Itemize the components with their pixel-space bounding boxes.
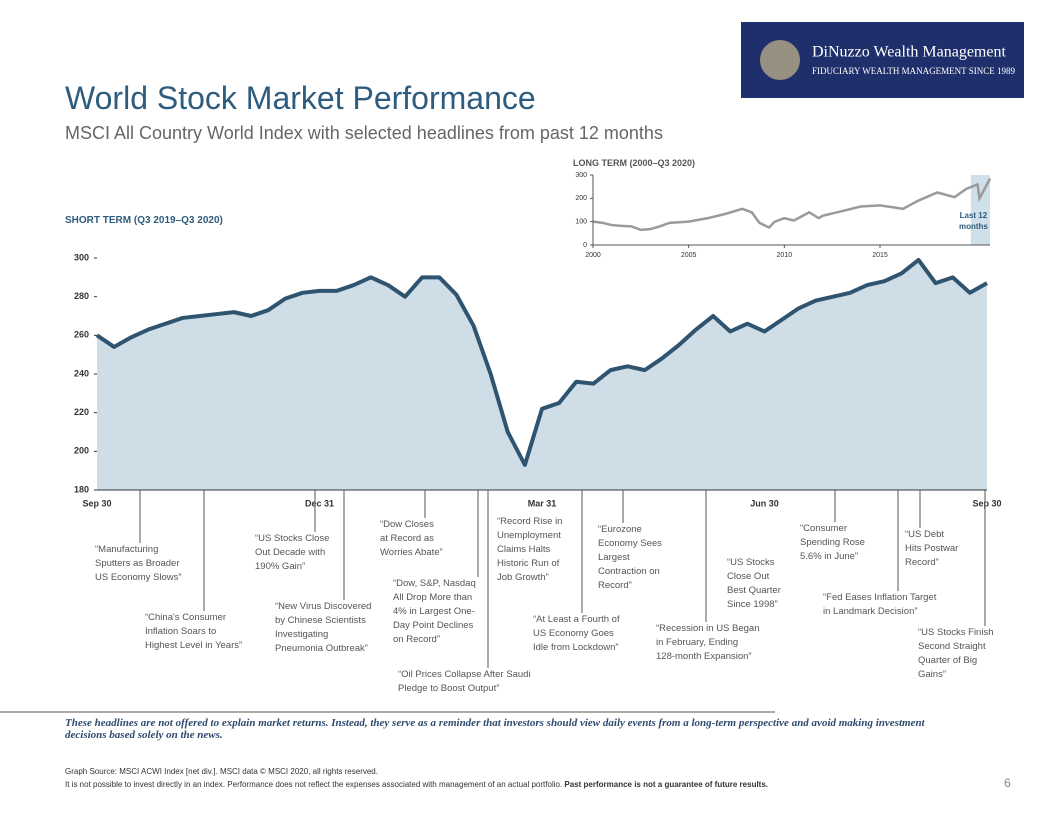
- page-number: 6: [1004, 776, 1011, 790]
- logo-tagline: FIDUCIARY WEALTH MANAGEMENT SINCE 1989: [812, 66, 1016, 76]
- headline: “US Stocks Close Out Decade with 190% Ga…: [255, 533, 330, 572]
- headline: “US Stocks Finish Second Straight Quarte…: [918, 627, 994, 680]
- y-tick-label: 220: [74, 407, 89, 417]
- headline: “At Least a Fourth of US Economy Goes Id…: [533, 614, 620, 653]
- index-line: [592, 177, 992, 232]
- area-fill: [97, 259, 987, 490]
- headline: “Recession in US Began in February, Endi…: [656, 623, 760, 662]
- headline: “New Virus Discovered by Chinese Scienti…: [275, 601, 372, 654]
- disclaimer: These headlines are not offered to expla…: [65, 717, 925, 741]
- headline: “Oil Prices Collapse After Saudi Pledge …: [398, 669, 531, 694]
- y-tick-label: 280: [74, 291, 89, 301]
- note-bold: Past performance is not a guarantee of f…: [564, 780, 769, 789]
- x-tick-label: Dec 31: [305, 498, 334, 508]
- headline: “Fed Eases Inflation Target in Landmark …: [823, 592, 937, 617]
- y-tick-label: 200: [74, 446, 89, 456]
- logo-name: DiNuzzo Wealth Management: [812, 44, 1006, 61]
- long-term-title: LONG TERM (2000–Q3 2020): [573, 158, 696, 168]
- headline: “Dow, S&P, Nasdaq All Drop More than 4% …: [393, 578, 476, 645]
- x-tick-label: Sep 30: [82, 498, 111, 508]
- y-tick-label: 180: [74, 484, 89, 494]
- note: It is not possible to invest directly in…: [65, 780, 563, 789]
- headline: “Consumer Spending Rose 5.6% in June”: [800, 523, 865, 562]
- headline: “Dow Closes at Record as Worries Abate”: [380, 519, 443, 558]
- y-tick-label: 240: [74, 368, 89, 378]
- x-tick-label: 2005: [681, 252, 697, 259]
- logo-globe: [760, 40, 800, 80]
- highlight-label: Last 12 months: [958, 211, 988, 231]
- headline: “Manufacturing Sputters as Broader US Ec…: [95, 544, 182, 583]
- y-tick-label: 260: [74, 330, 89, 340]
- headline: “Record Rise in Unemployment Claims Halt…: [497, 516, 563, 583]
- y-tick-label: 300: [74, 252, 89, 262]
- y-tick-label: 0: [583, 242, 587, 249]
- title: World Stock Market Performance: [65, 80, 536, 116]
- headline: “Eurozone Economy Sees Largest Contracti…: [598, 524, 662, 591]
- highlight-box: [970, 175, 990, 245]
- y-tick-label: 100: [575, 219, 587, 226]
- x-tick-label: 2000: [585, 252, 601, 259]
- x-tick-label: Mar 31: [528, 498, 557, 508]
- y-tick-label: 300: [575, 172, 587, 179]
- index-line: [95, 257, 988, 467]
- source: Graph Source: MSCI ACWI Index [net div.]…: [65, 767, 378, 776]
- headline: “China's Consumer Inflation Soars to Hig…: [145, 612, 243, 651]
- x-tick-label: Sep 30: [972, 498, 1001, 508]
- headline: “US Debt Hits Postwar Record”: [905, 529, 959, 568]
- x-tick-label: 2015: [872, 252, 888, 259]
- headline: “US Stocks Close Out Best Quarter Since …: [727, 557, 781, 610]
- short-term-title: SHORT TERM (Q3 2019–Q3 2020): [65, 215, 223, 226]
- subtitle: MSCI All Country World Index with select…: [65, 123, 663, 143]
- x-tick-label: Jun 30: [750, 498, 779, 508]
- note-line: It is not possible to invest directly in…: [65, 780, 768, 789]
- y-tick-label: 200: [575, 195, 587, 202]
- x-tick-label: 2010: [777, 252, 793, 259]
